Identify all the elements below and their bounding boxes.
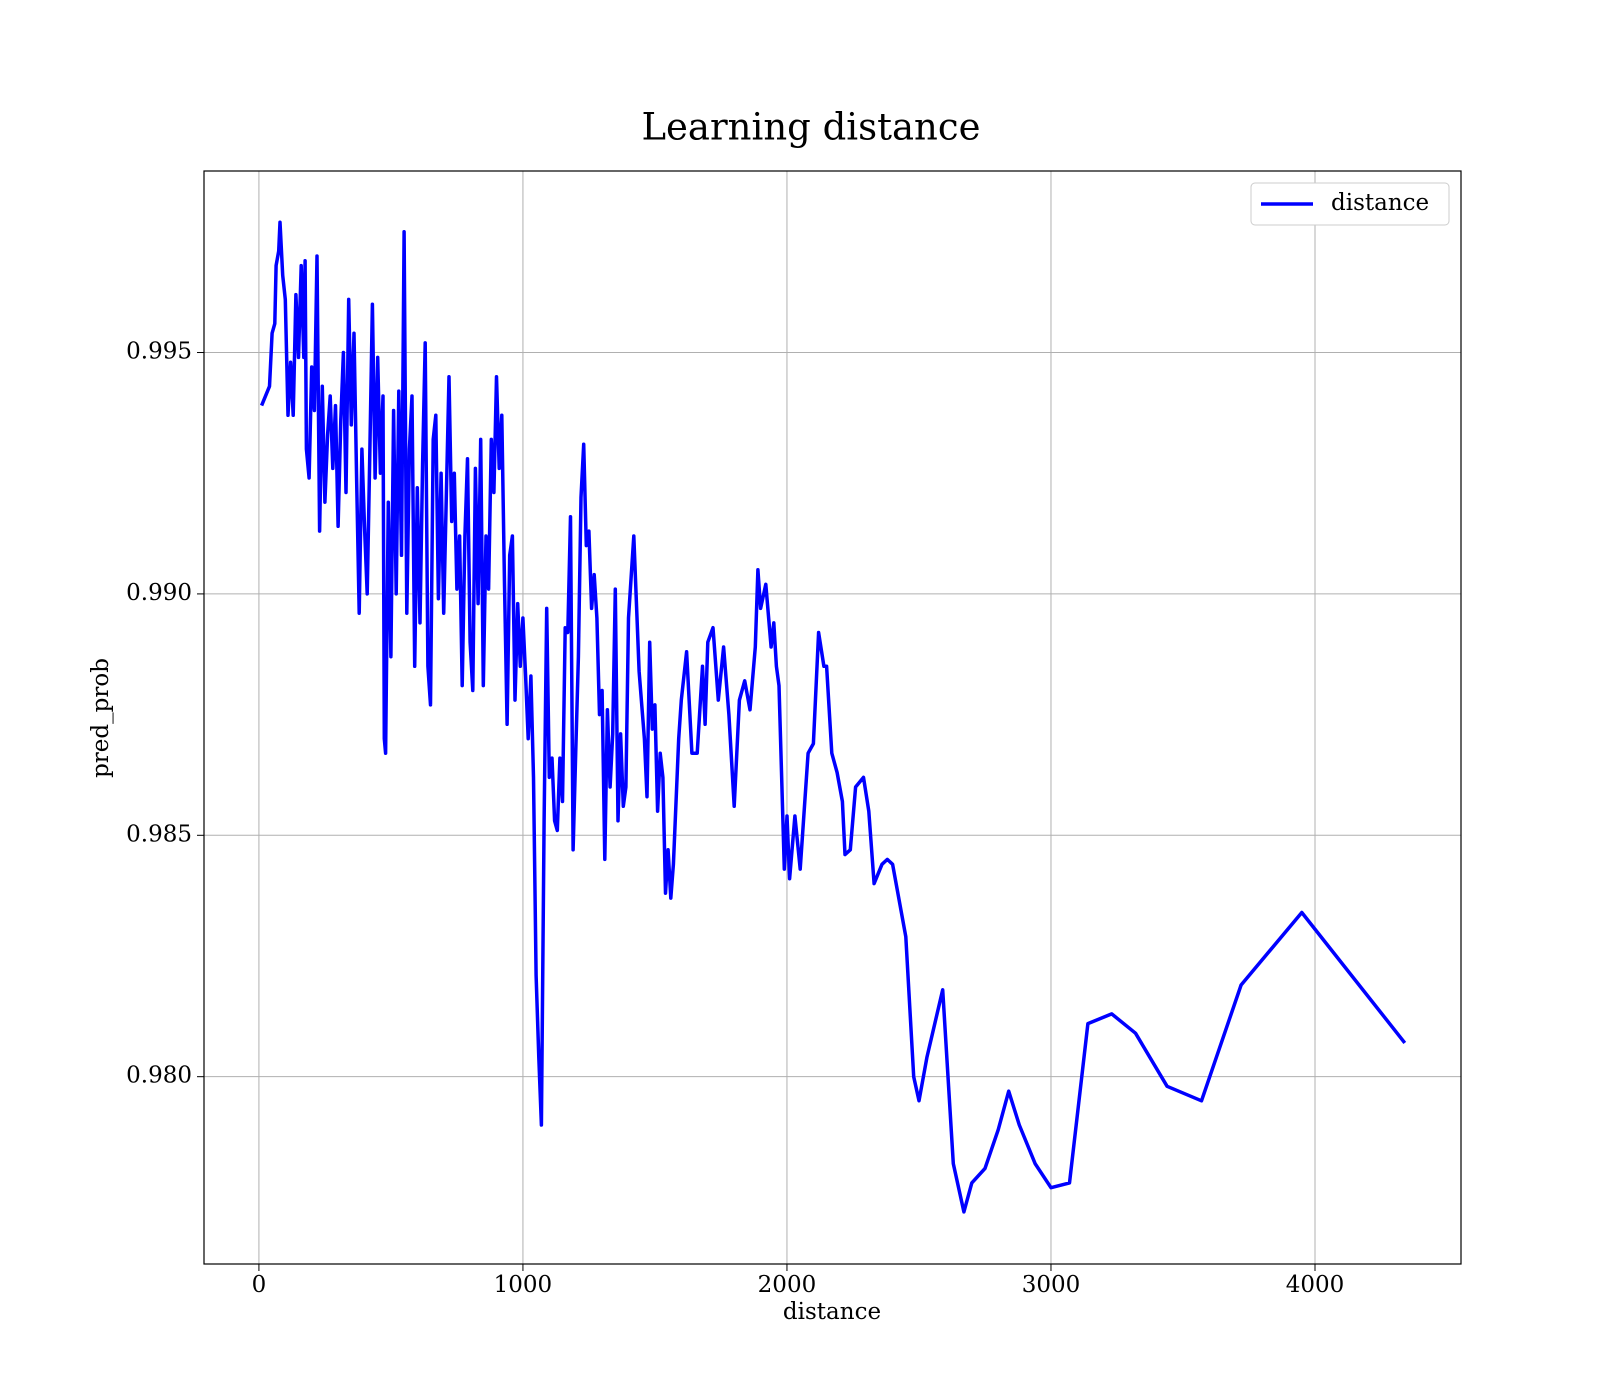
data-line — [259, 220, 1407, 1214]
plot-frame — [203, 170, 1462, 1265]
x-tick-label: 4000 — [1286, 1272, 1345, 1298]
legend-box — [1250, 182, 1450, 226]
chart-title: Learning distance — [641, 106, 980, 149]
legend-label: distance — [1331, 190, 1429, 216]
x-tick-label: 3000 — [1022, 1272, 1081, 1298]
y-tick-label: 0.985 — [126, 821, 192, 847]
x-tick-label: 2000 — [758, 1272, 817, 1298]
x-axis-label: distance — [783, 1299, 881, 1325]
x-tick-label: 1000 — [494, 1272, 553, 1298]
y-tick-label: 0.990 — [126, 580, 192, 606]
x-tick-label: 0 — [252, 1272, 267, 1298]
y-tick-label: 0.980 — [126, 1063, 192, 1089]
y-tick-label: 0.995 — [126, 339, 192, 365]
y-axis-label: pred_prob — [88, 658, 114, 778]
